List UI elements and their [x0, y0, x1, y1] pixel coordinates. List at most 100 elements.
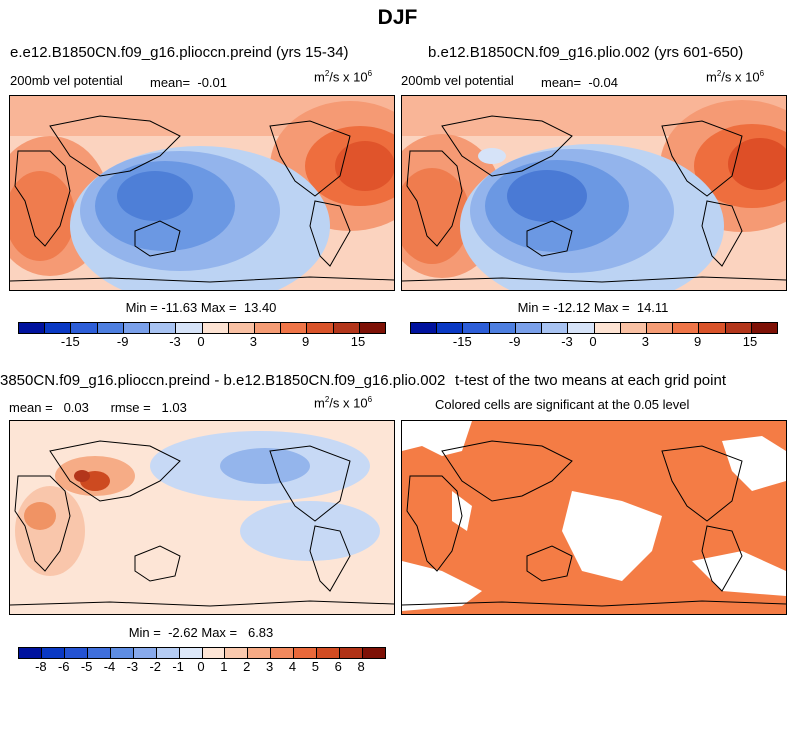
tick: -2: [149, 659, 162, 674]
panel1-title: e.e12.B1850CN.f09_g16.plioccn.preind (yr…: [10, 44, 349, 61]
panel1-minmax: Min = -11.63 Max = 13.40: [9, 300, 393, 315]
cbar-cell: [751, 323, 778, 333]
panel1-mean-value: -0.01: [197, 75, 227, 90]
cbar-cell: [673, 323, 700, 333]
tick: -15: [452, 334, 472, 349]
cbar-cell: [271, 648, 295, 658]
nonsig-ne: [722, 436, 786, 491]
max-label: Max =: [593, 300, 630, 315]
coast-eurasia: [441, 115, 573, 177]
units-mid: /s x 10: [329, 69, 368, 85]
coast-antarctica: [10, 276, 394, 283]
tick: 0: [197, 659, 205, 674]
coast-africa: [406, 475, 463, 572]
cbar-cell: [725, 323, 752, 333]
panel2-mean: mean= -0.04: [541, 75, 618, 90]
units-mid: /s x 10: [329, 395, 368, 411]
units-exp: 6: [367, 69, 373, 78]
panel3-mean-value: 0.03: [63, 400, 89, 415]
africa-warm: [15, 486, 85, 576]
panel2-units: m2/s x 106: [706, 69, 764, 84]
cbar-cell: [64, 648, 88, 658]
nonsig-se: [692, 551, 786, 596]
coast-africa: [406, 150, 463, 247]
cbar-cell: [225, 648, 249, 658]
cbar-cell: [542, 323, 569, 333]
panel1-ticks: -15 -9 -3 0 3 9 15: [18, 334, 384, 349]
panel2-mean-value: -0.04: [588, 75, 618, 90]
americas-peak: [335, 141, 394, 191]
min-value: -11.63: [161, 300, 198, 315]
coast-eurasia: [49, 440, 181, 502]
panel1-colorbar: [18, 322, 386, 334]
nonsig-africa: [452, 491, 472, 531]
panel3-rmse-label: rmse =: [110, 400, 151, 415]
tick: -4: [103, 659, 116, 674]
min-value: -12.12: [553, 300, 591, 315]
units-sup: 2: [716, 69, 722, 78]
tick: -1: [172, 659, 184, 674]
cbar-cell: [71, 323, 98, 333]
coast-eurasia: [441, 440, 573, 502]
tick: -9: [508, 334, 521, 349]
main-title: DJF: [377, 6, 418, 29]
cbar-cell: [202, 323, 229, 333]
min-label: Min =: [517, 300, 550, 315]
cbar-cell: [19, 323, 46, 333]
cbar-cell: [515, 323, 543, 333]
panel3-colorbar: [18, 647, 386, 659]
panel3-mean-label: mean =: [9, 400, 53, 415]
cbar-cell: [317, 648, 341, 658]
units-base: m: [314, 395, 325, 411]
nw-pacific-blob: [478, 148, 506, 164]
cbar-cell: [45, 323, 72, 333]
cbar-cell: [307, 323, 334, 333]
coast-s-america: [309, 200, 351, 267]
nonsig-pacific: [562, 491, 662, 581]
coast-s-america: [701, 525, 743, 592]
cbar-cell: [133, 648, 157, 658]
cbar-cell: [333, 323, 360, 333]
cbar-cell: [248, 648, 272, 658]
mideast-peak: [74, 470, 90, 482]
cbar-cell: [110, 648, 134, 658]
units-base: m: [706, 69, 717, 85]
cbar-cell: [156, 648, 180, 658]
north-blue-core: [220, 448, 310, 484]
panel3-minmax: Min = -2.62 Max = 6.83: [9, 625, 393, 640]
tick: 3: [249, 334, 257, 349]
tick: 4: [288, 659, 297, 674]
cbar-cell: [568, 323, 595, 333]
tick: -3: [169, 334, 181, 349]
panel3-map: [9, 420, 395, 615]
coast-australia: [526, 220, 573, 257]
max-value: 6.83: [247, 625, 274, 640]
units-sup: 2: [324, 395, 330, 404]
cbar-cell: [228, 323, 255, 333]
cbar-cell: [150, 323, 177, 333]
cbar-cell: [699, 323, 726, 333]
panel4-title: t-test of the two means at each grid poi…: [455, 372, 726, 389]
tick: -5: [80, 659, 93, 674]
panel2-mean-label: mean=: [541, 75, 582, 90]
panel1-map: [9, 95, 395, 291]
tick: 2: [243, 659, 251, 674]
panel1-units: m2/s x 106: [314, 69, 372, 84]
panel2-map: [401, 95, 787, 291]
panel2-colorbar: [410, 322, 778, 334]
cbar-cell: [41, 648, 65, 658]
cbar-cell: [294, 648, 318, 658]
cbar-cell: [202, 648, 226, 658]
cbar-cell: [340, 648, 364, 658]
cbar-cell: [179, 648, 203, 658]
cbar-cell: [646, 323, 674, 333]
max-value: 13.40: [243, 300, 277, 315]
units-sup: 2: [324, 69, 330, 78]
tick: 8: [357, 659, 365, 674]
africa-core: [402, 168, 470, 264]
cbar-cell: [594, 323, 621, 333]
cbar-cell: [463, 323, 490, 333]
cbar-cell: [19, 648, 42, 658]
units-mid: /s x 10: [721, 69, 760, 85]
units-base: m: [314, 69, 325, 85]
